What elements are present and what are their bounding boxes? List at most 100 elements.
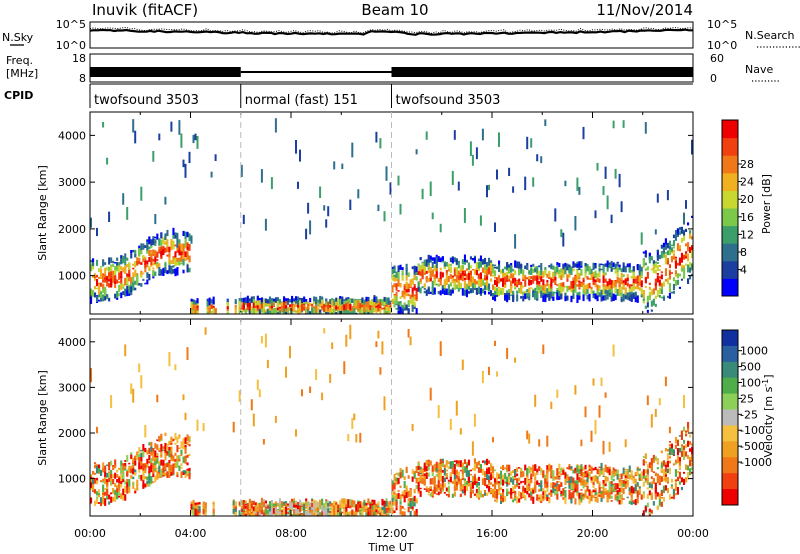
echo-cell	[668, 285, 671, 292]
echo-cell	[638, 268, 641, 276]
echo-cell	[467, 480, 470, 487]
echo-cell	[576, 177, 579, 191]
echo-cell	[628, 296, 631, 301]
echo-cell	[178, 260, 181, 263]
echo-cell	[606, 286, 609, 290]
freq-bars	[90, 67, 693, 77]
echo-cell	[530, 276, 533, 279]
echo-cell	[685, 243, 688, 247]
echo-cell	[156, 444, 159, 450]
echo-cell	[186, 434, 189, 442]
echo-cell	[345, 511, 348, 516]
echo-cell	[668, 441, 671, 443]
echo-cell	[134, 472, 137, 476]
echo-cell	[278, 504, 281, 511]
echo-cell	[600, 495, 603, 502]
echo-cell	[160, 454, 163, 457]
echo-cell	[560, 229, 563, 238]
echo-cell	[409, 498, 412, 503]
echo-cell	[618, 173, 621, 188]
echo-cell	[212, 503, 215, 508]
echo-cell	[552, 476, 555, 479]
echo-cell	[598, 272, 601, 278]
echo-cell	[250, 503, 253, 509]
echo-cell	[276, 512, 279, 516]
echo-cell	[687, 245, 690, 252]
echo-cell	[640, 295, 643, 298]
echo-cell	[439, 257, 442, 263]
echo-cell	[339, 305, 342, 311]
echo-cell	[620, 481, 623, 487]
echo-cell	[664, 448, 667, 452]
echo-cell	[172, 227, 175, 235]
echo-cell	[114, 459, 117, 467]
echo-cell	[638, 473, 641, 481]
echo-cell	[160, 443, 163, 451]
echo-cell	[492, 493, 495, 498]
echo-cell	[152, 258, 155, 262]
echo-cell	[138, 474, 141, 479]
echo-cell	[391, 274, 394, 279]
echo-cell	[289, 502, 292, 509]
echo-cell	[174, 442, 177, 445]
echo-cell	[293, 500, 296, 503]
echo-cell	[272, 299, 275, 301]
echo-cell	[234, 299, 237, 304]
echo-cell	[469, 278, 472, 287]
echo-cell	[658, 254, 661, 260]
echo-cell	[439, 474, 442, 482]
echo-cell	[488, 475, 491, 482]
echo-cell	[608, 487, 611, 495]
echo-cell	[568, 285, 571, 290]
echo-cell	[413, 473, 416, 479]
echo-cell	[628, 465, 631, 473]
echo-cell	[351, 298, 354, 303]
echo-cell	[361, 502, 364, 507]
echo-cell	[345, 504, 348, 507]
echo-cell	[264, 508, 267, 515]
echo-cell	[327, 312, 330, 314]
echo-cell	[556, 284, 559, 286]
echo-cell	[572, 488, 575, 491]
echo-cell	[110, 479, 113, 485]
echo-cell	[634, 484, 637, 492]
echo-cell	[357, 189, 360, 199]
echo-cell	[375, 341, 378, 348]
echo-cell	[361, 297, 364, 304]
echo-cell	[471, 278, 474, 282]
echo-cell	[140, 262, 143, 265]
echo-cell	[590, 287, 593, 294]
echo-cell	[295, 503, 298, 506]
echo-cell	[447, 482, 450, 485]
echo-cell	[427, 278, 430, 282]
echo-cell	[371, 504, 374, 512]
echo-cell	[148, 447, 151, 454]
echo-cell	[168, 246, 171, 252]
echo-cell	[612, 294, 615, 301]
echo-cell	[562, 494, 565, 496]
echo-cell	[98, 284, 101, 290]
nsky-tick-top: 10^5	[56, 18, 86, 31]
echo-cell	[395, 479, 398, 484]
echo-cell	[114, 489, 117, 495]
echo-cell	[490, 270, 493, 277]
echo-cell	[110, 257, 113, 263]
echo-cell	[407, 293, 410, 297]
echo-cell	[419, 487, 422, 490]
echo-cell	[180, 471, 183, 478]
echo-cell	[526, 476, 529, 484]
echo-cell	[399, 472, 402, 479]
echo-cell	[192, 303, 195, 312]
echo-cell	[498, 264, 501, 273]
echo-cell	[188, 255, 191, 263]
echo-cell	[672, 489, 675, 495]
echo-cell	[260, 169, 263, 183]
echo-cell	[168, 460, 171, 465]
echo-cell	[622, 120, 625, 128]
echo-cell	[676, 439, 679, 446]
echo-cell	[455, 474, 458, 479]
echo-cell	[130, 474, 133, 479]
echo-cell	[443, 492, 446, 494]
echo-cell	[353, 500, 356, 506]
echo-cell	[520, 263, 523, 269]
